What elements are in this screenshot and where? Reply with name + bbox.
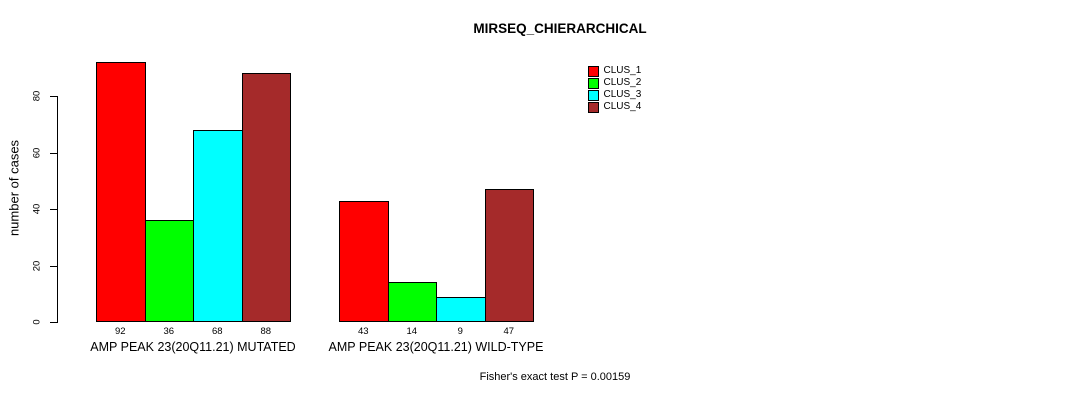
- y-tick-label: 0: [31, 319, 43, 325]
- bar-clus_1-group2: [339, 200, 389, 322]
- y-tick-label: 60: [31, 147, 43, 158]
- legend-item-clus_4: CLUS_4: [588, 102, 641, 113]
- bar-clus_4-group1: [241, 73, 291, 322]
- bar-value-label: 47: [503, 326, 515, 337]
- y-tick-mark: [50, 96, 57, 97]
- bar-clus_4-group2: [484, 189, 534, 322]
- x-group-label: AMP PEAK 23(20Q11.21) MUTATED: [90, 340, 296, 354]
- legend-swatch: [588, 78, 599, 89]
- chart-title: MIRSEQ_CHIERARCHICAL: [473, 21, 647, 36]
- bar-clus_1-group1: [96, 62, 146, 322]
- legend-item-clus_2: CLUS_2: [588, 78, 641, 89]
- legend-swatch: [588, 102, 599, 113]
- y-tick-mark: [50, 209, 57, 210]
- y-axis-line: [57, 96, 58, 323]
- legend-item-clus_1: CLUS_1: [588, 66, 641, 77]
- bar-clus_3-group2: [436, 296, 486, 322]
- y-tick-mark: [50, 152, 57, 154]
- x-group-label: AMP PEAK 23(20Q11.21) WILD-TYPE: [328, 340, 544, 354]
- legend-swatch: [588, 90, 599, 101]
- y-tick-label: 80: [31, 90, 43, 102]
- bar-value-label: 36: [163, 326, 175, 337]
- legend-label: CLUS_1: [603, 65, 642, 77]
- bar-value-label: 88: [260, 326, 272, 337]
- y-tick-mark: [50, 265, 57, 267]
- legend-swatch: [588, 66, 599, 77]
- bar-value-label: 43: [357, 326, 369, 337]
- legend-label: CLUS_3: [603, 89, 642, 101]
- legend-label: CLUS_4: [603, 101, 642, 113]
- legend-item-clus_3: CLUS_3: [588, 90, 641, 101]
- bar-value-label: 92: [114, 326, 126, 337]
- legend: CLUS_1 CLUS_2 CLUS_3 CLUS_4: [588, 66, 641, 114]
- y-tick-mark: [50, 322, 57, 323]
- bar-clus_3-group1: [193, 129, 243, 322]
- legend-label: CLUS_2: [603, 77, 642, 89]
- y-tick-label: 20: [31, 260, 43, 271]
- bar-value-label: 9: [457, 326, 463, 337]
- bar-value-label: 68: [211, 326, 223, 337]
- fisher-test-caption: Fisher's exact test P = 0.00159: [479, 371, 631, 383]
- y-tick-label: 40: [31, 203, 43, 215]
- bar-clus_2-group2: [387, 282, 437, 322]
- bar-clus_2-group1: [144, 220, 194, 322]
- y-axis-label: number of cases: [6, 139, 22, 237]
- bar-value-label: 14: [406, 326, 418, 337]
